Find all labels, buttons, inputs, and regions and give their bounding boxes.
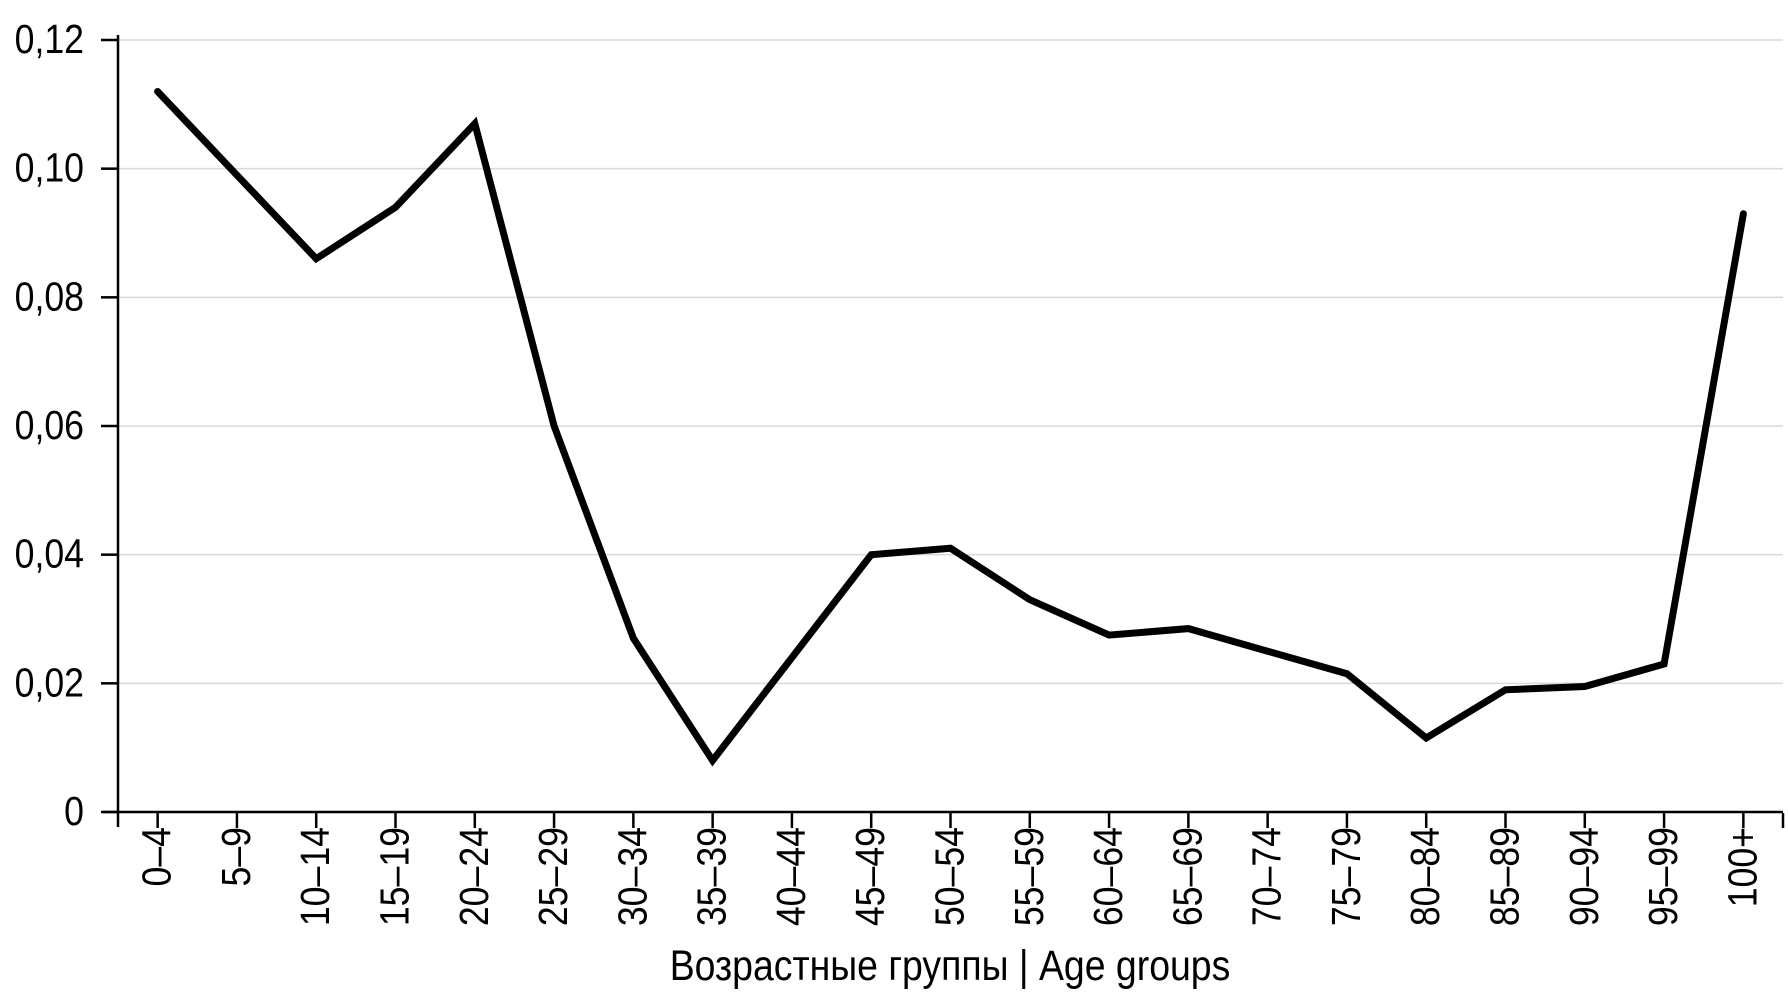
x-tick-label: 75–79: [1324, 827, 1370, 926]
x-tick-label: 25–29: [531, 827, 577, 926]
x-tick-label: 55–59: [1007, 827, 1053, 926]
x-tick-label: 65–69: [1165, 827, 1211, 926]
x-tick-label: 15–19: [372, 827, 418, 926]
x-tick-label: 0–4: [134, 827, 180, 886]
x-tick-label: 90–94: [1562, 827, 1608, 926]
data-series: [154, 88, 1747, 767]
x-tick-label: 100+: [1720, 827, 1766, 907]
x-tick-label: 40–44: [769, 827, 815, 926]
x-tick-label: 30–34: [610, 827, 656, 926]
y-tick-label: 0,12: [15, 17, 84, 63]
x-tick-label: 35–39: [689, 827, 735, 926]
gridlines: [118, 39, 1783, 685]
tick-labels: 0 0,02 0,04 0,06 0,08 0,10 0,12 0–4 5–9 10–14 15–1…: [15, 17, 1766, 926]
x-tick-label: 80–84: [1403, 827, 1449, 926]
x-tick-label: 70–74: [1244, 827, 1290, 926]
y-tick-label: 0,10: [15, 145, 84, 191]
x-axis-title: Возрастные группы | Age groups: [670, 942, 1231, 990]
x-tick-label: 85–89: [1482, 827, 1528, 926]
x-tick-label: 5–9: [214, 827, 260, 886]
x-tick-label: 20–24: [452, 827, 498, 926]
x-tick-label: 45–49: [848, 827, 894, 926]
x-tick-label: 60–64: [1086, 827, 1132, 926]
y-tick-label: 0: [64, 789, 84, 835]
data-line: [154, 88, 1747, 767]
y-tick-label: 0,02: [15, 660, 84, 706]
axes: [101, 35, 1785, 828]
x-tick-label: 95–99: [1641, 827, 1687, 926]
y-tick-label: 0,06: [15, 403, 84, 449]
x-tick-label: 50–54: [927, 827, 973, 926]
y-tick-label: 0,08: [15, 274, 84, 320]
y-tick-label: 0,04: [15, 531, 84, 577]
x-tick-label: 10–14: [293, 827, 339, 926]
